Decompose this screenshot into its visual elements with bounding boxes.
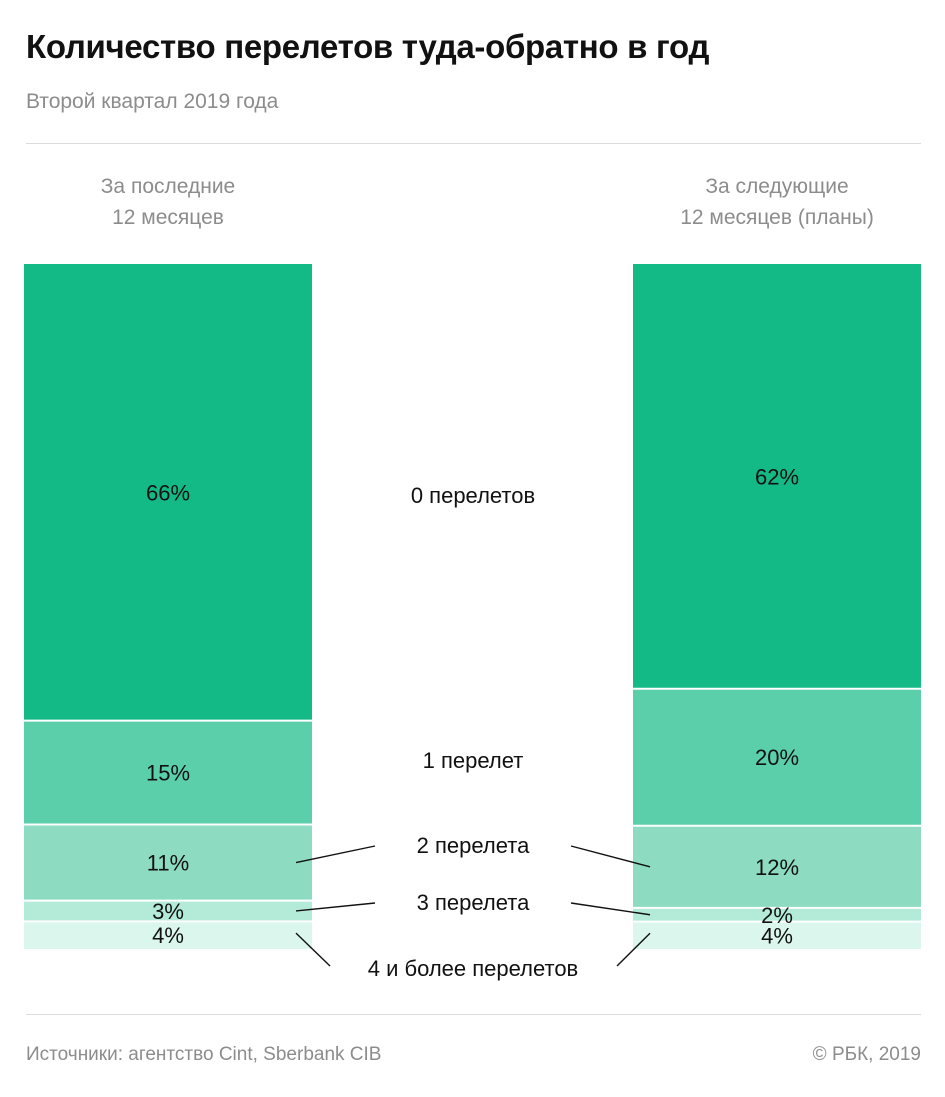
chart-subtitle: Второй квартал 2019 года xyxy=(26,90,279,113)
chart-title: Количество перелетов туда-обратно в год xyxy=(26,28,710,65)
value-label-1-2: 12% xyxy=(755,855,799,880)
bar-segment-1-4 xyxy=(633,921,921,949)
leader-line-right-2 xyxy=(570,845,651,868)
copyright: © РБК, 2019 xyxy=(812,1044,921,1065)
column-header-past: За последние 12 месяцев xyxy=(100,175,236,229)
leader-line-right-4 xyxy=(616,932,651,967)
value-label-1-4: 4% xyxy=(761,923,793,948)
series-label-1: 1 перелет xyxy=(423,748,524,773)
bar-segment-1-1 xyxy=(633,688,921,826)
leader-line-left-3 xyxy=(295,902,376,912)
bar-segment-0-3 xyxy=(24,900,312,922)
bar-segment-0-0 xyxy=(24,264,312,721)
column-header-future: За следующие 12 месяцев (планы) xyxy=(680,175,874,229)
value-label-0-3: 3% xyxy=(152,899,184,924)
value-label-1-0: 62% xyxy=(755,464,799,489)
value-label-1-3: 2% xyxy=(761,903,793,928)
leader-line-right-3 xyxy=(570,902,651,916)
value-label-0-2: 11% xyxy=(147,851,189,876)
bar-segment-0-4 xyxy=(24,921,312,949)
series-label-0: 0 перелетов xyxy=(411,483,535,508)
leader-line-left-2 xyxy=(295,845,376,864)
leader-line-left-4 xyxy=(295,932,331,967)
source-note: Источники: агентство Cint, Sberbank CIB xyxy=(26,1044,382,1065)
value-label-0-4: 4% xyxy=(152,923,184,948)
bar-segment-0-2 xyxy=(24,824,312,901)
bar-segment-1-2 xyxy=(633,825,921,908)
series-label-4: 4 и более перелетов xyxy=(368,956,579,981)
series-label-2: 2 перелета xyxy=(417,833,530,858)
bar-segment-1-0 xyxy=(633,264,921,689)
bar-segment-0-1 xyxy=(24,720,312,825)
value-label-0-1: 15% xyxy=(146,761,190,786)
bottom-divider xyxy=(26,1014,921,1015)
series-label-3: 3 перелета xyxy=(417,890,530,915)
top-divider xyxy=(26,143,921,144)
bar-segment-1-3 xyxy=(633,907,921,922)
value-label-1-1: 20% xyxy=(755,745,799,770)
value-label-0-0: 66% xyxy=(146,480,190,505)
